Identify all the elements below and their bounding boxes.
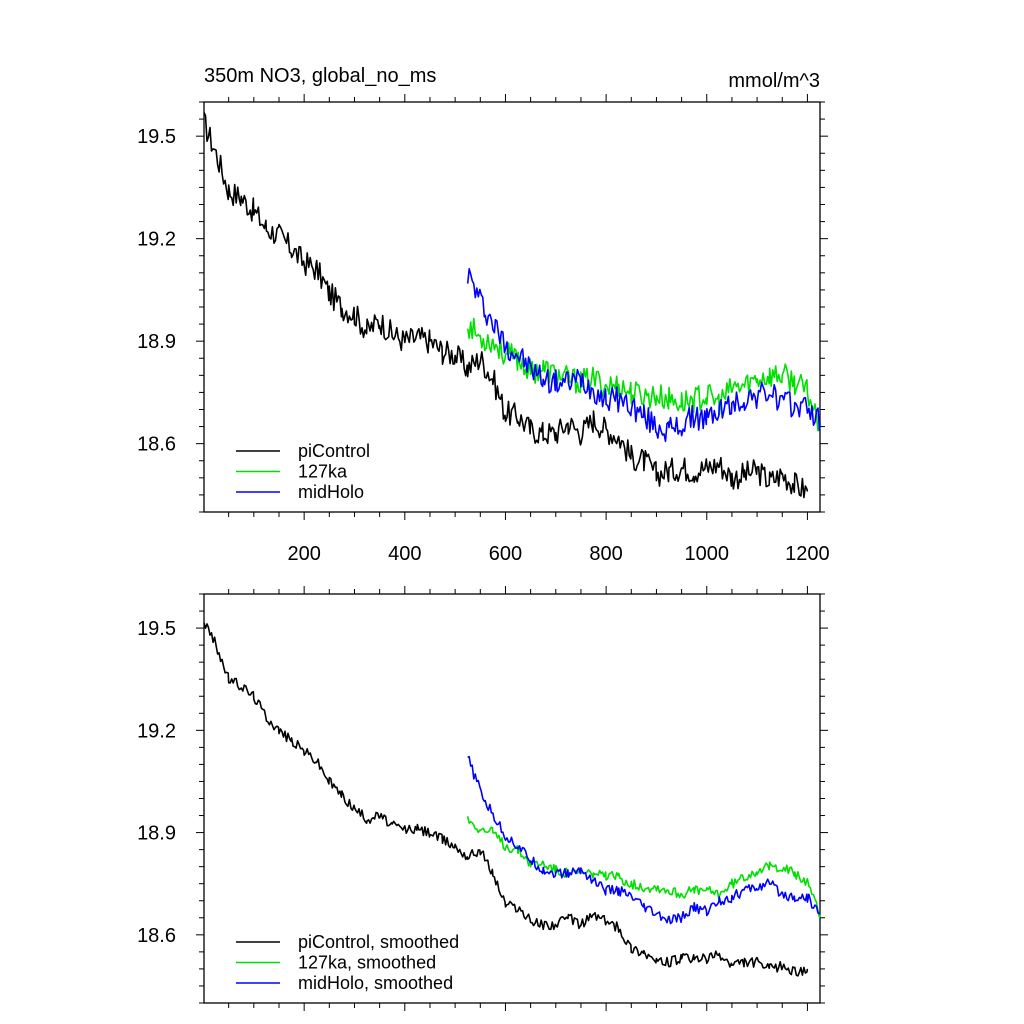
chart-title: 350m NO3, global_no_ms xyxy=(204,65,436,87)
top-panel: 350m NO3, global_no_ms mmol/m^3 19.5 19.2… xyxy=(137,65,830,565)
y-tick-label: 18.6 xyxy=(137,434,176,456)
series-line-picontrol xyxy=(203,622,809,977)
legend-label: midHolo xyxy=(298,482,364,502)
units-label: mmol/m^3 xyxy=(728,70,820,92)
x-tick-label: 1200 xyxy=(785,543,830,565)
bottom-panel: 19.5 19.2 18.9 18.6 piControl, smoothed127ka… xyxy=(137,586,828,1011)
series-line-picontrol xyxy=(203,112,809,499)
x-tick-label: 200 xyxy=(287,543,320,565)
series-line-midholo xyxy=(466,268,821,443)
legend-label: piControl xyxy=(298,441,370,461)
plot-frame xyxy=(203,593,821,1004)
x-tick-label: 600 xyxy=(489,543,522,565)
y-tick-label: 19.2 xyxy=(137,229,176,251)
series-line-midholo xyxy=(467,755,821,925)
y-tick-label: 19.2 xyxy=(137,720,176,742)
y-tick-label: 18.6 xyxy=(137,925,176,947)
y-tick-label: 18.9 xyxy=(137,823,176,845)
legend-label: 127ka xyxy=(298,462,348,482)
legend-label: midHolo, smoothed xyxy=(298,973,453,993)
y-tick-label: 19.5 xyxy=(137,126,176,148)
legend-label: piControl, smoothed xyxy=(298,932,459,952)
y-tick-label: 19.5 xyxy=(137,618,176,640)
legend-label: 127ka, smoothed xyxy=(298,953,436,973)
series-line-127ka xyxy=(466,816,821,918)
x-tick-label: 800 xyxy=(589,543,622,565)
y-tick-label: 18.9 xyxy=(137,331,176,353)
x-tick-label: 400 xyxy=(388,543,421,565)
x-tick-label: 1000 xyxy=(685,543,730,565)
plot-frame xyxy=(203,101,821,513)
